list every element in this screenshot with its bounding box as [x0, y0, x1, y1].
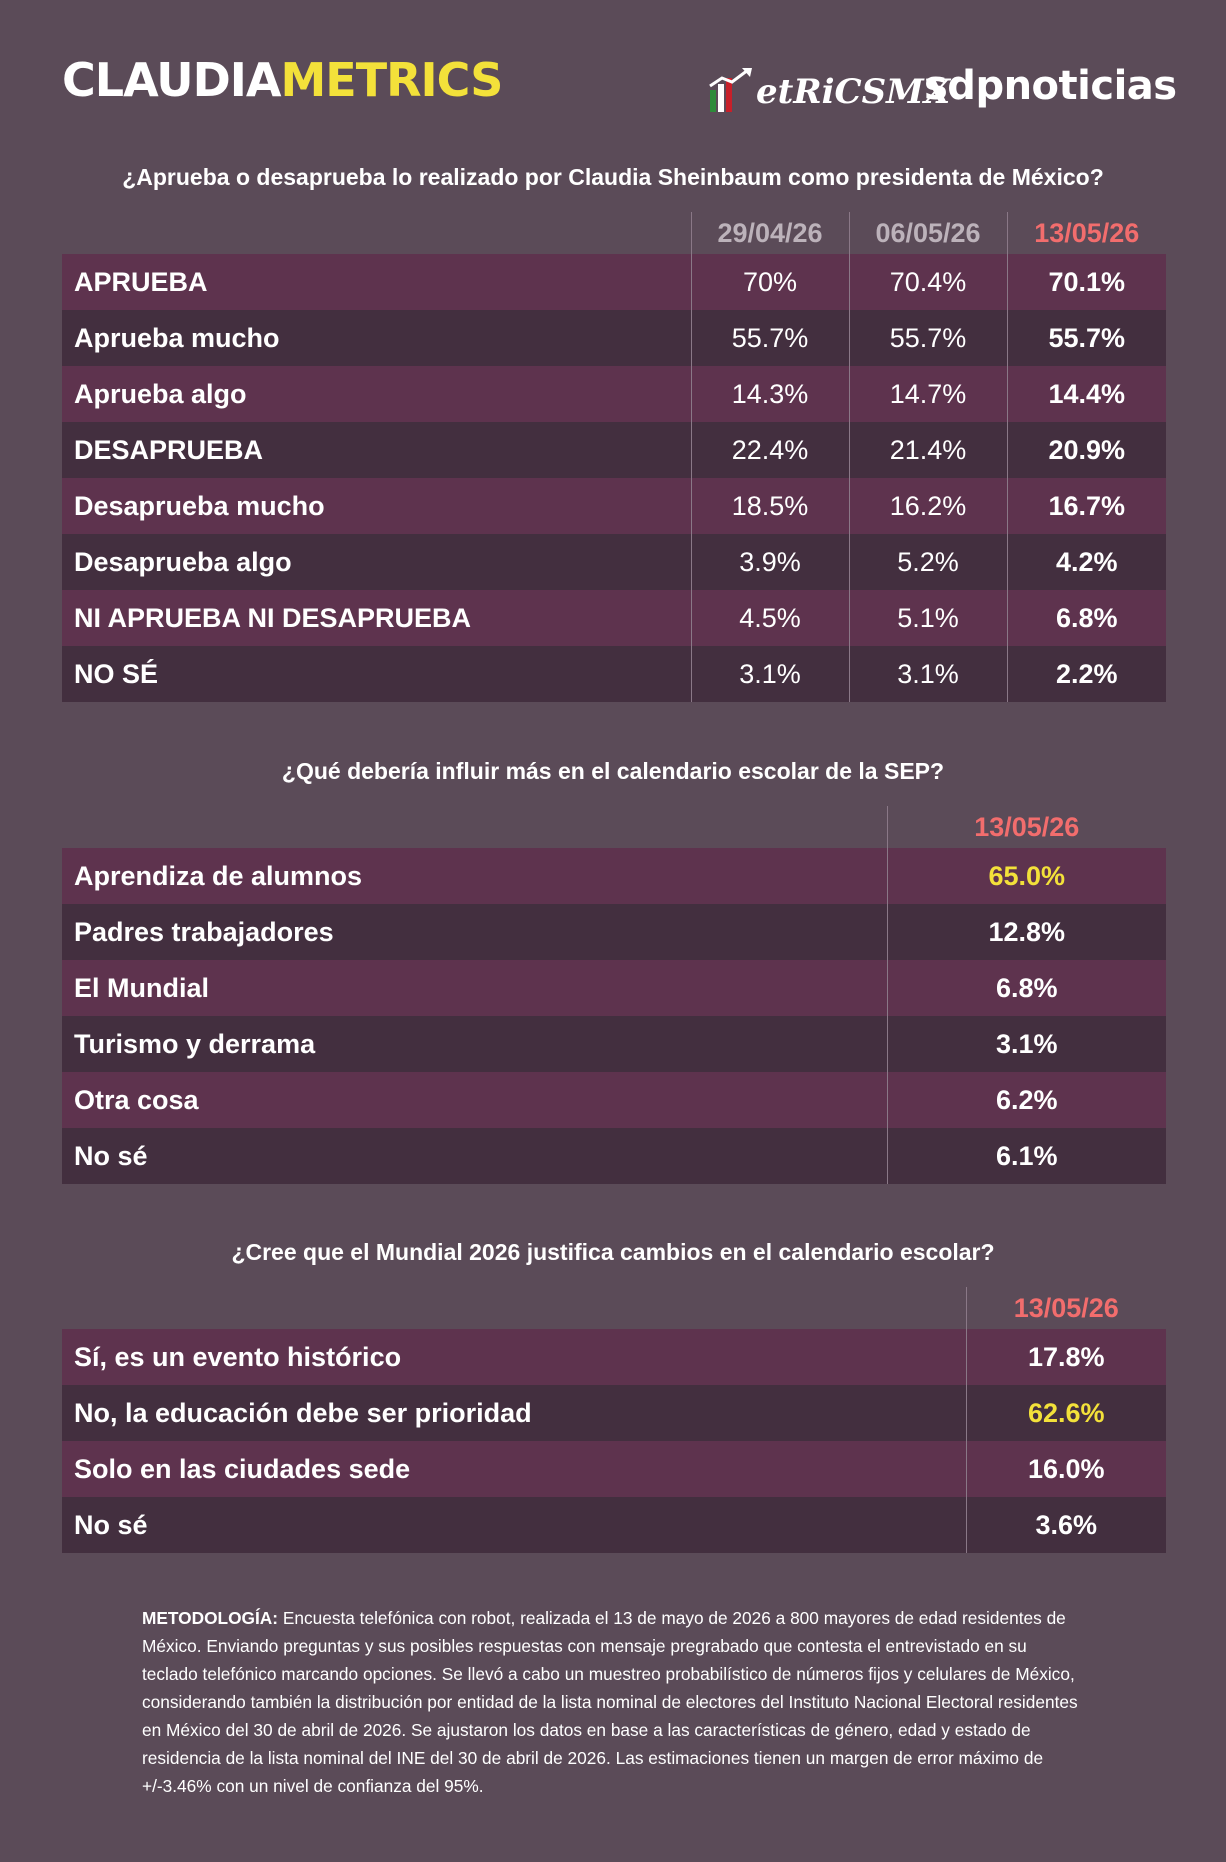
table-row: NI APRUEBA NI DESAPRUEBA 4.5% 5.1% 6.8%	[62, 590, 1166, 646]
row-value-current: 2.2%	[1006, 646, 1166, 702]
row-value: 3.9%	[690, 534, 849, 590]
table-row: DESAPRUEBA 22.4% 21.4% 20.9%	[62, 422, 1166, 478]
survey1-date-3: 13/05/26	[1006, 212, 1166, 254]
table-row: Turismo y derrama 3.1%	[62, 1016, 1166, 1072]
row-value: 16.2%	[848, 478, 1007, 534]
row-label: DESAPRUEBA	[62, 422, 691, 478]
header: CLAUDIAMETRICS etRiCSMX sdpnoticias	[0, 0, 1226, 150]
row-label: Aprendiza de alumnos	[62, 848, 887, 904]
survey3-date: 13/05/26	[965, 1287, 1166, 1329]
row-value: 6.8%	[886, 960, 1166, 1016]
table-row: Aprueba mucho 55.7% 55.7% 55.7%	[62, 310, 1166, 366]
row-value: 14.3%	[690, 366, 849, 422]
claudiametrics-logo: CLAUDIAMETRICS	[62, 52, 504, 108]
row-value: 6.2%	[886, 1072, 1166, 1128]
row-value-current: 20.9%	[1006, 422, 1166, 478]
row-value: 70%	[690, 254, 849, 310]
table-row: No, la educación debe ser prioridad 62.6…	[62, 1385, 1166, 1441]
row-value: 22.4%	[690, 422, 849, 478]
row-value-current: 4.2%	[1006, 534, 1166, 590]
header-empty	[62, 212, 691, 254]
table-row: Desaprueba mucho 18.5% 16.2% 16.7%	[62, 478, 1166, 534]
methodology-text: Encuesta telefónica con robot, realizada…	[142, 1608, 1078, 1796]
trend-chart-icon	[709, 68, 752, 112]
survey1-date-2: 06/05/26	[848, 212, 1007, 254]
row-value-current: 14.4%	[1006, 366, 1166, 422]
row-value: 3.1%	[848, 646, 1007, 702]
survey1-question: ¿Aprueba o desaprueba lo realizado por C…	[122, 164, 1104, 190]
table-row: Desaprueba algo 3.9% 5.2% 4.2%	[62, 534, 1166, 590]
row-label: Aprueba algo	[62, 366, 691, 422]
table-row: No sé 6.1%	[62, 1128, 1166, 1184]
row-label: APRUEBA	[62, 254, 691, 310]
row-value: 12.8%	[886, 904, 1166, 960]
row-label: NO SÉ	[62, 646, 691, 702]
row-label: Aprueba mucho	[62, 310, 691, 366]
survey2-table: 13/05/26 Aprendiza de alumnos 65.0% Padr…	[62, 806, 1166, 1184]
table-row: NO SÉ 3.1% 3.1% 2.2%	[62, 646, 1166, 702]
row-value: 17.8%	[965, 1329, 1166, 1385]
row-value: 21.4%	[848, 422, 1007, 478]
table-row: Padres trabajadores 12.8%	[62, 904, 1166, 960]
row-label: Solo en las ciudades sede	[62, 1441, 966, 1497]
survey2-header-row: 13/05/26	[62, 806, 1166, 848]
metricsmx-logo: etRiCSMX	[708, 58, 950, 114]
table-row: Solo en las ciudades sede 16.0%	[62, 1441, 1166, 1497]
row-value: 55.7%	[848, 310, 1007, 366]
row-value: 5.2%	[848, 534, 1007, 590]
row-value-current: 55.7%	[1006, 310, 1166, 366]
row-label: Padres trabajadores	[62, 904, 887, 960]
row-value: 6.1%	[886, 1128, 1166, 1184]
survey3-header-row: 13/05/26	[62, 1287, 1166, 1329]
row-value: 4.5%	[690, 590, 849, 646]
sdpnoticias-logo: sdpnoticias	[924, 63, 1177, 109]
metricsmx-wordmark: etRiCSMX	[756, 72, 951, 112]
row-value: 18.5%	[690, 478, 849, 534]
table-row: APRUEBA 70% 70.4% 70.1%	[62, 254, 1166, 310]
row-label: No sé	[62, 1128, 887, 1184]
row-value: 5.1%	[848, 590, 1007, 646]
survey2-question: ¿Qué debería influir más en el calendari…	[281, 758, 945, 784]
table-row: Sí, es un evento histórico 17.8%	[62, 1329, 1166, 1385]
brand-part1: CLAUDIA	[62, 53, 282, 107]
row-value: 14.7%	[848, 366, 1007, 422]
row-value: 3.1%	[886, 1016, 1166, 1072]
table-row: Otra cosa 6.2%	[62, 1072, 1166, 1128]
row-label: Sí, es un evento histórico	[62, 1329, 966, 1385]
table-row: El Mundial 6.8%	[62, 960, 1166, 1016]
survey1-header-row: 29/04/26 06/05/26 13/05/26	[62, 212, 1166, 254]
survey2-date: 13/05/26	[886, 806, 1166, 848]
row-label: Desaprueba mucho	[62, 478, 691, 534]
row-label: No, la educación debe ser prioridad	[62, 1385, 966, 1441]
row-label: Desaprueba algo	[62, 534, 691, 590]
survey1-date-1: 29/04/26	[690, 212, 849, 254]
survey3-question: ¿Cree que el Mundial 2026 justifica camb…	[231, 1239, 995, 1265]
methodology-label: METODOLOGÍA:	[142, 1608, 279, 1628]
row-value-highlight: 65.0%	[886, 848, 1166, 904]
table-row: No sé 3.6%	[62, 1497, 1166, 1553]
header-empty	[62, 806, 887, 848]
row-value: 70.4%	[848, 254, 1007, 310]
row-value-current: 6.8%	[1006, 590, 1166, 646]
row-label: NI APRUEBA NI DESAPRUEBA	[62, 590, 691, 646]
row-label: El Mundial	[62, 960, 887, 1016]
row-label: No sé	[62, 1497, 966, 1553]
table-row: Aprendiza de alumnos 65.0%	[62, 848, 1166, 904]
header-empty	[62, 1287, 966, 1329]
table-row: Aprueba algo 14.3% 14.7% 14.4%	[62, 366, 1166, 422]
row-value: 3.1%	[690, 646, 849, 702]
methodology-note: METODOLOGÍA: Encuesta telefónica con rob…	[142, 1604, 1082, 1800]
row-value: 16.0%	[965, 1441, 1166, 1497]
row-value: 3.6%	[965, 1497, 1166, 1553]
row-value: 55.7%	[690, 310, 849, 366]
row-label: Turismo y derrama	[62, 1016, 887, 1072]
survey1-table: 29/04/26 06/05/26 13/05/26 APRUEBA 70% 7…	[62, 212, 1166, 702]
row-value-current: 16.7%	[1006, 478, 1166, 534]
row-value-highlight: 62.6%	[965, 1385, 1166, 1441]
survey3-table: 13/05/26 Sí, es un evento histórico 17.8…	[62, 1287, 1166, 1553]
row-label: Otra cosa	[62, 1072, 887, 1128]
row-value-current: 70.1%	[1006, 254, 1166, 310]
brand-part2: METRICS	[280, 53, 504, 107]
